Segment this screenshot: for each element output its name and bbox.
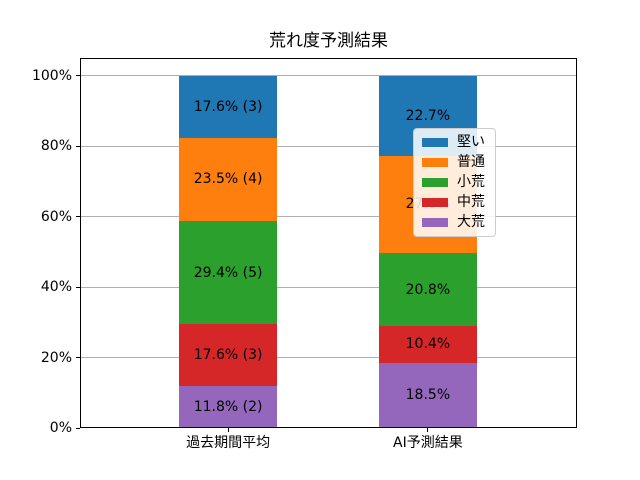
bar-segment-普通: 23.5% (4)	[179, 138, 278, 221]
bar-segment-中荒: 10.4%	[378, 326, 477, 363]
legend-item-堅い: 堅い	[422, 135, 485, 150]
legend: 堅い普通小荒中荒大荒	[413, 128, 496, 237]
x-tick-mark	[227, 428, 229, 432]
legend-swatch-icon	[422, 158, 448, 167]
bar-segment-小荒: 20.8%	[378, 252, 477, 327]
legend-label: 普通	[457, 154, 485, 170]
plot-frame	[80, 58, 577, 428]
legend-label: 中荒	[457, 194, 485, 210]
legend-item-中荒: 中荒	[422, 195, 485, 210]
stacked-bar: 11.8% (2) 17.6% (3) 29.4% (5) 23.5% (4) 17.6…	[179, 58, 278, 428]
y-tick-mark	[76, 216, 80, 218]
y-tick-mark	[76, 357, 80, 359]
legend-label: 小荒	[457, 174, 485, 190]
legend-swatch-icon	[422, 218, 448, 227]
legend-swatch-icon	[422, 198, 448, 207]
legend-swatch-icon	[422, 138, 448, 147]
gridline	[80, 357, 577, 359]
bar-segment-中荒: 17.6% (3)	[179, 324, 278, 387]
y-tick-label: 40%	[40, 279, 72, 296]
x-tick-label: AI予測結果	[393, 435, 463, 451]
legend-swatch-icon	[422, 178, 448, 187]
x-tick-mark	[427, 428, 429, 432]
segment-value-label: 22.7%	[405, 107, 451, 124]
legend-label: 大荒	[457, 214, 485, 230]
y-tick-label: 0%	[49, 420, 72, 436]
segment-value-label: 20.8%	[405, 281, 451, 298]
segment-value-label: 17.6% (3)	[193, 347, 263, 364]
gridline	[80, 75, 577, 77]
segment-value-label: 18.5%	[405, 387, 451, 404]
legend-item-普通: 普通	[422, 155, 485, 170]
segment-value-label: 29.4% (5)	[193, 264, 263, 281]
y-tick-mark	[76, 286, 80, 288]
y-tick-label: 20%	[40, 349, 72, 366]
segment-value-label: 23.5% (4)	[193, 171, 263, 188]
legend-label: 堅い	[457, 134, 485, 150]
y-tick-label: 80%	[40, 138, 72, 155]
bar-segment-大荒: 11.8% (2)	[179, 386, 278, 428]
legend-item-大荒: 大荒	[422, 215, 485, 230]
bar-segment-大荒: 18.5%	[378, 362, 477, 428]
x-tick-label: 過去期間平均	[186, 435, 271, 451]
bar-segment-堅い: 17.6% (3)	[179, 75, 278, 138]
bar-segment-小荒: 29.4% (5)	[179, 220, 278, 325]
chart-title: 荒れ度予測結果	[269, 31, 388, 51]
gridline	[80, 286, 577, 288]
segment-value-label: 10.4%	[405, 336, 451, 353]
gridline	[80, 216, 577, 218]
y-tick-mark	[76, 427, 80, 429]
segment-value-label: 17.6% (3)	[193, 98, 263, 115]
y-tick-label: 100%	[31, 67, 72, 84]
y-tick-mark	[76, 75, 80, 77]
legend-item-小荒: 小荒	[422, 175, 485, 190]
segment-value-label: 11.8% (2)	[193, 399, 263, 416]
gridline	[80, 145, 577, 147]
stacked-bar: 18.5%10.4%20.8%27.6%22.7%	[378, 58, 477, 428]
y-tick-label: 60%	[40, 208, 72, 225]
plot-area: 0% 20% 40% 60% 80% 100% 11.8% (2) 17.6% (3) 29.4…	[32, 58, 577, 451]
y-tick-mark	[76, 145, 80, 147]
